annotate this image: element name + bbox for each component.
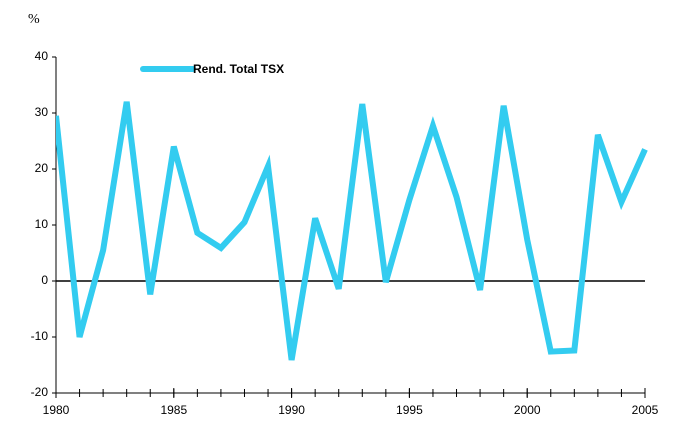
y-tick-label: 40 <box>35 49 49 63</box>
y-tick-label: 30 <box>35 105 49 119</box>
x-tick-label: 1990 <box>278 403 305 417</box>
x-tick-label: 2005 <box>632 403 659 417</box>
series-line <box>56 101 648 361</box>
x-tick-label: 1985 <box>160 403 187 417</box>
x-tick-label: 1980 <box>43 403 70 417</box>
x-tick-label: 1995 <box>396 403 423 417</box>
y-tick-label: 0 <box>41 273 48 287</box>
x-tick-label: 2000 <box>514 403 541 417</box>
y-axis-label: % <box>28 12 40 27</box>
y-tick-label: 10 <box>35 217 49 231</box>
y-tick-label: -10 <box>31 329 49 343</box>
y-tick-label: 20 <box>35 161 49 175</box>
legend-label: Rend. Total TSX <box>193 62 284 76</box>
y-tick-label: -20 <box>31 385 49 399</box>
